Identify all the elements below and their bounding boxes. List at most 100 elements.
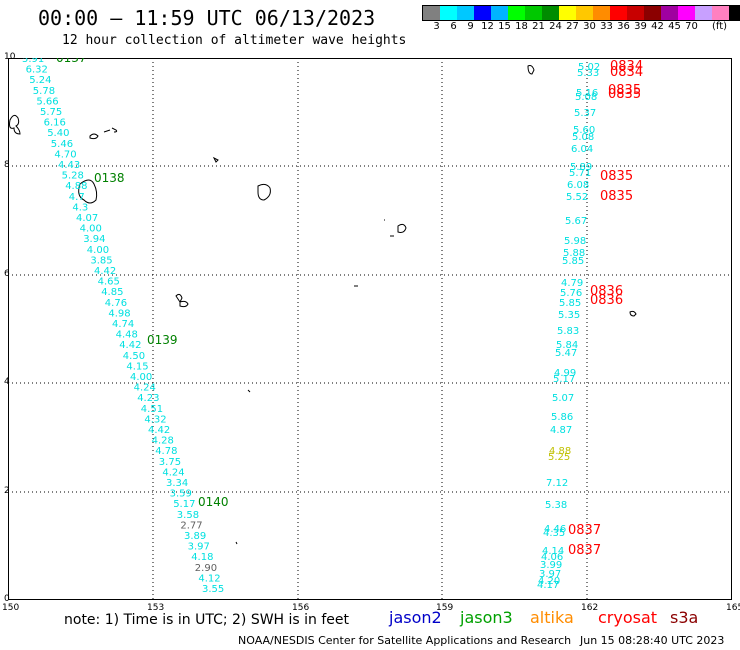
color-swatch <box>610 6 627 20</box>
color-scale-tick: 9 <box>467 21 474 32</box>
legend-entry: jason3 <box>460 608 513 627</box>
island-outline <box>527 65 535 75</box>
swh-value: 5.78 <box>33 86 55 97</box>
swh-value: 4.79 <box>561 278 583 289</box>
swh-value: 5.85 <box>559 298 581 309</box>
pass-time-label: 0834 <box>610 59 643 74</box>
color-scale-tick: 18 <box>515 21 528 32</box>
swh-value: 4.00 <box>87 245 109 256</box>
swh-value: 4.32 <box>144 414 166 425</box>
swh-value: 4.12 <box>198 573 220 584</box>
island-outline <box>175 293 189 308</box>
swh-value: 5.76 <box>560 288 582 299</box>
swh-value: 5.08 <box>572 132 594 143</box>
color-swatch <box>559 6 576 20</box>
longitude-label: 159 <box>436 603 454 613</box>
longitude-label: 153 <box>147 603 165 613</box>
swh-value: 4.85 <box>101 287 123 298</box>
swh-value: 3.97 <box>539 569 561 580</box>
swh-value: 4.23 <box>137 393 159 404</box>
swh-value: 4.28 <box>152 436 174 447</box>
swh-value: 3.97 <box>188 542 210 553</box>
swh-value: 5.08 <box>575 92 597 103</box>
island-outline <box>9 114 21 135</box>
longitude-label: 150 <box>2 603 20 613</box>
color-swatch <box>440 6 457 20</box>
swh-value: 2.90 <box>195 563 217 574</box>
swh-value: 4.17 <box>537 580 559 591</box>
swh-value: 3.94 <box>83 234 105 245</box>
credit-footer: NOAA/NESDIS Center for Satellite Applica… <box>238 634 572 647</box>
color-scale-tick: 24 <box>549 21 562 32</box>
pass-time-label: 0837 <box>568 523 601 538</box>
island-outline <box>78 179 98 204</box>
latitude-label: 8 <box>4 160 10 170</box>
swh-value: 3.59 <box>170 489 192 500</box>
color-scale-tick: 12 <box>481 21 494 32</box>
swh-value: 5.60 <box>573 125 595 136</box>
color-swatch <box>593 6 610 20</box>
pass-time-label: 0137 <box>56 58 87 65</box>
color-swatch <box>491 6 508 20</box>
color-scale-tick: 42 <box>651 21 664 32</box>
swh-value: 4.3 <box>72 202 88 213</box>
swh-value: 5.83 <box>557 326 579 337</box>
swh-value: 4.15 <box>126 361 148 372</box>
swh-value: 4.24 <box>134 383 156 394</box>
island-outline <box>384 219 407 237</box>
island-outline <box>235 285 358 545</box>
swh-value: 5.24 <box>29 75 51 86</box>
color-scale-tick: 36 <box>617 21 630 32</box>
swh-value: 3.89 <box>184 531 206 542</box>
color-swatch <box>457 6 474 20</box>
swh-value: 5.47 <box>555 348 577 359</box>
swh-value: 4.14 <box>542 546 564 557</box>
swh-value: 5.86 <box>551 412 573 423</box>
latitude-label: 6 <box>4 269 10 279</box>
pass-time-label: 0835 <box>608 87 641 102</box>
pass-time-label: 0835 <box>600 169 633 184</box>
pass-time-label: 0836 <box>590 293 623 308</box>
color-swatch <box>644 6 661 20</box>
longitude-label: 156 <box>292 603 310 613</box>
swh-value: 5.38 <box>545 500 567 511</box>
longitude-label: 162 <box>581 603 599 613</box>
swh-value: 6.16 <box>44 118 66 129</box>
swh-value: 5.67 <box>565 216 587 227</box>
color-scale-bar <box>422 5 740 21</box>
swh-value: 3.34 <box>166 478 188 489</box>
swh-value: 3.85 <box>90 255 112 266</box>
swh-value: 5.33 <box>577 68 599 79</box>
color-swatch <box>525 6 542 20</box>
map-plot: 5.916.325.245.785.665.756.165.405.464.70… <box>8 58 732 600</box>
swh-value: 4.99 <box>554 368 576 379</box>
swh-value: 5.40 <box>47 128 69 139</box>
latitude-label: 0 <box>4 594 10 604</box>
color-swatch <box>474 6 491 20</box>
swh-value: 4.74 <box>112 319 134 330</box>
swh-value: 5.75 <box>40 107 62 118</box>
swh-value: 4.42 <box>119 340 141 351</box>
island-outline <box>89 127 118 140</box>
color-swatch <box>678 6 695 20</box>
swh-value: 5.88 <box>563 248 585 259</box>
swh-value: 3.75 <box>159 457 181 468</box>
swh-value: 4.35 <box>543 528 565 539</box>
color-swatch <box>661 6 678 20</box>
color-scale-tick: 6 <box>450 21 457 32</box>
swh-value: 4.46 <box>544 524 566 535</box>
legend-entry: s3a <box>670 608 699 627</box>
color-scale-tick: 15 <box>498 21 511 32</box>
swh-value: 4.43 <box>58 160 80 171</box>
swh-value: 3.58 <box>177 510 199 521</box>
swh-value: 4.42 <box>148 425 170 436</box>
color-scale-tick: 70 <box>685 21 698 32</box>
swh-value: 4.42 <box>94 266 116 277</box>
pass-time-label: 0836 <box>590 284 623 299</box>
latitude-label: 2 <box>4 486 10 496</box>
plot-frame <box>8 58 732 600</box>
map-title: 00:00 – 11:59 UTC 06/13/2023 <box>38 6 376 30</box>
swh-value: 4.24 <box>162 467 184 478</box>
swh-value: 5.35 <box>558 310 580 321</box>
coastlines <box>9 65 637 545</box>
